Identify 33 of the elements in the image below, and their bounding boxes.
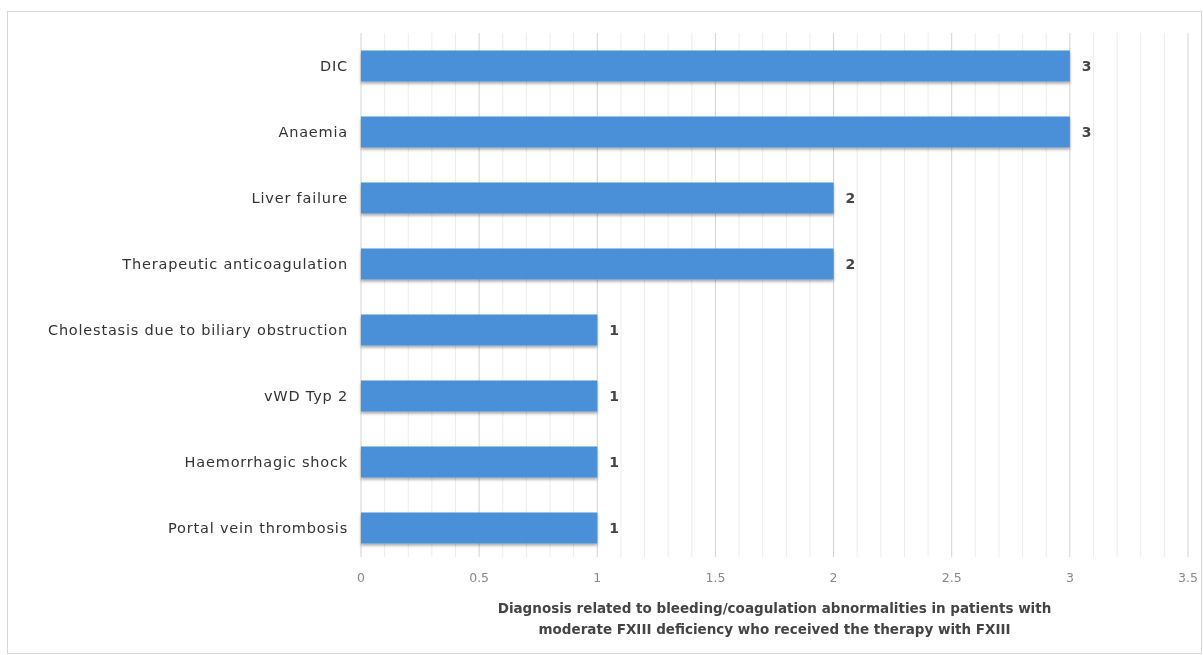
data-label: 1 — [609, 453, 620, 470]
y-tick-label: Cholestasis due to biliary obstruction — [47, 322, 348, 339]
bar — [361, 248, 834, 280]
y-tick-label: Anaemia — [278, 124, 348, 141]
data-label: 3 — [1081, 123, 1092, 140]
x-tick-label: 1 — [593, 570, 602, 586]
y-tick-label: vWD Typ 2 — [263, 388, 348, 405]
x-tick-label: 0.5 — [469, 570, 490, 586]
y-tick-label: DIC — [320, 58, 348, 75]
data-label: 1 — [609, 387, 620, 404]
bar — [361, 116, 1070, 148]
y-tick-label: Portal vein thrombosis — [168, 520, 348, 537]
bar — [361, 380, 598, 412]
data-label: 2 — [845, 255, 856, 272]
data-label: 1 — [609, 321, 620, 338]
x-tick-label: 2 — [829, 570, 838, 586]
bar — [361, 446, 598, 478]
bar — [361, 182, 834, 214]
bar — [361, 512, 598, 544]
y-tick-label: Haemorrhagic shock — [184, 454, 348, 471]
x-tick-label: 3.5 — [1178, 570, 1198, 586]
x-tick-label: 3 — [1065, 570, 1074, 586]
y-tick-label: Liver failure — [251, 190, 348, 207]
x-axis-title: Diagnosis related to bleeding/coagulation abnormalities in patients with moderate FXIII deficiency who received the therapy with FXIII — [497, 599, 1052, 637]
bar — [361, 314, 598, 346]
data-label: 2 — [845, 189, 856, 206]
x-tick-label: 2.5 — [941, 570, 962, 586]
y-tick-label: Therapeutic anticoagulation — [121, 256, 348, 273]
bar — [361, 50, 1070, 82]
data-label: 1 — [609, 519, 620, 536]
x-tick-label: 1.5 — [705, 570, 726, 586]
data-label: 3 — [1081, 57, 1092, 74]
x-tick-label: 0 — [357, 570, 366, 586]
